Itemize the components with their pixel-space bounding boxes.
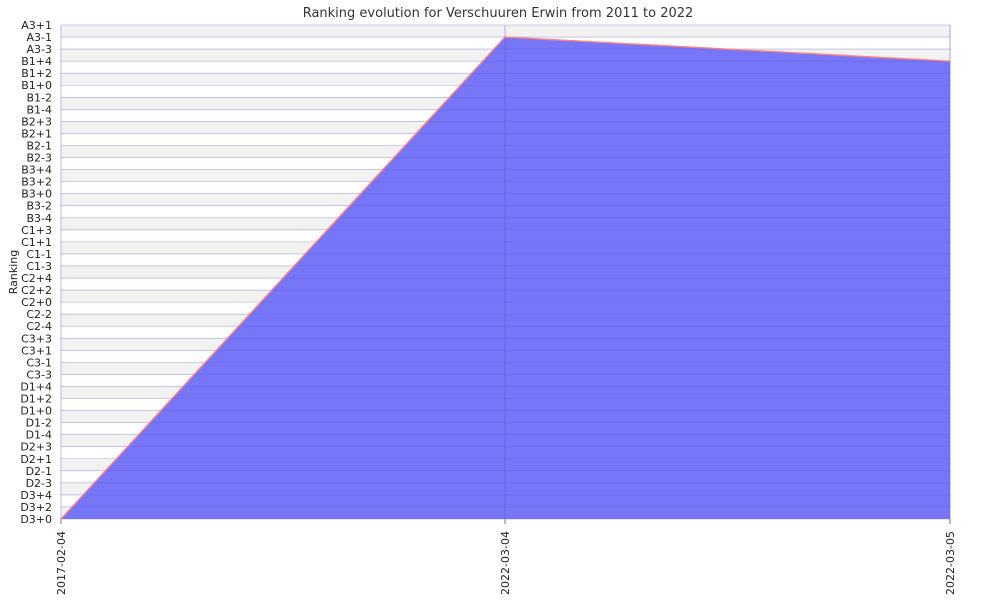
y-tick-label: C1-1 <box>26 248 52 261</box>
y-tick-label: B3+2 <box>21 176 52 189</box>
y-tick-label: C3-3 <box>26 368 52 381</box>
y-tick-label: A3-1 <box>27 31 53 44</box>
y-tick-label: D2-3 <box>26 477 52 490</box>
chart-title: Ranking evolution for Verschuuren Erwin … <box>303 6 694 21</box>
y-tick-label: C3+1 <box>21 344 52 357</box>
y-tick-label: B2+1 <box>21 127 52 140</box>
y-tick-label: C2+2 <box>21 284 52 297</box>
y-tick-label: C2+0 <box>21 296 52 309</box>
y-tick-label: B3-4 <box>26 212 52 225</box>
x-tick-label: 2022-03-05 <box>944 531 957 595</box>
y-tick-label: D2+3 <box>20 441 52 454</box>
y-tick-label: C2-4 <box>26 320 52 333</box>
y-axis-label: Ranking <box>7 250 20 295</box>
y-tick-label: C1+3 <box>21 224 52 237</box>
y-tick-label: C2-2 <box>26 308 52 321</box>
y-tick-label: C1+1 <box>21 236 52 249</box>
y-tick-label: D1+0 <box>20 405 52 418</box>
y-tick-label: D1+2 <box>20 393 52 406</box>
y-tick-label: B2-3 <box>26 152 52 165</box>
y-tick-label: B3-2 <box>26 200 52 213</box>
y-tick-label: B1+0 <box>21 79 52 92</box>
y-tick-label: B3+0 <box>21 188 52 201</box>
x-grid <box>60 25 951 519</box>
series-area <box>60 24 951 520</box>
area-fill <box>61 37 950 520</box>
y-tick-label: D2+1 <box>20 453 52 466</box>
y-tick-label: D3+0 <box>20 513 52 526</box>
x-tick-label: 2017-02-04 <box>55 531 68 595</box>
y-tick-label: D3+4 <box>20 489 52 502</box>
y-tick-label: A3-3 <box>27 43 53 56</box>
y-tick-label: C3+3 <box>21 332 52 345</box>
y-tick-label: C1-3 <box>26 260 52 273</box>
y-tick-label: A3+1 <box>21 19 52 32</box>
y-tick-label: B1+4 <box>21 55 52 68</box>
x-tick-labels: 2017-02-04 2022-03-04 2022-03-05 <box>55 519 957 595</box>
y-tick-labels: D3+0D3+2D3+4D2-3D2-1D2+1D2+3D1-4D1-2D1+0… <box>20 19 52 526</box>
y-tick-label: D1-4 <box>26 429 52 442</box>
y-tick-label: D1-2 <box>26 417 52 430</box>
y-tick-label: C3-1 <box>26 356 52 369</box>
y-tick-label: B2+3 <box>21 115 52 128</box>
y-tick-label: B1+2 <box>21 67 52 80</box>
y-tick-label: B3+4 <box>21 164 52 177</box>
y-tick-label: D1+4 <box>20 380 52 393</box>
y-tick-label: C2+4 <box>21 272 52 285</box>
y-tick-label: D2-1 <box>26 465 52 478</box>
y-tick-label: B2-1 <box>26 139 52 152</box>
grid-band <box>61 25 950 38</box>
y-tick-label: B1-4 <box>26 103 52 116</box>
y-tick-label: B1-2 <box>26 91 52 104</box>
x-tick-label: 2022-03-04 <box>499 531 512 595</box>
y-tick-label: D3+2 <box>20 501 52 514</box>
